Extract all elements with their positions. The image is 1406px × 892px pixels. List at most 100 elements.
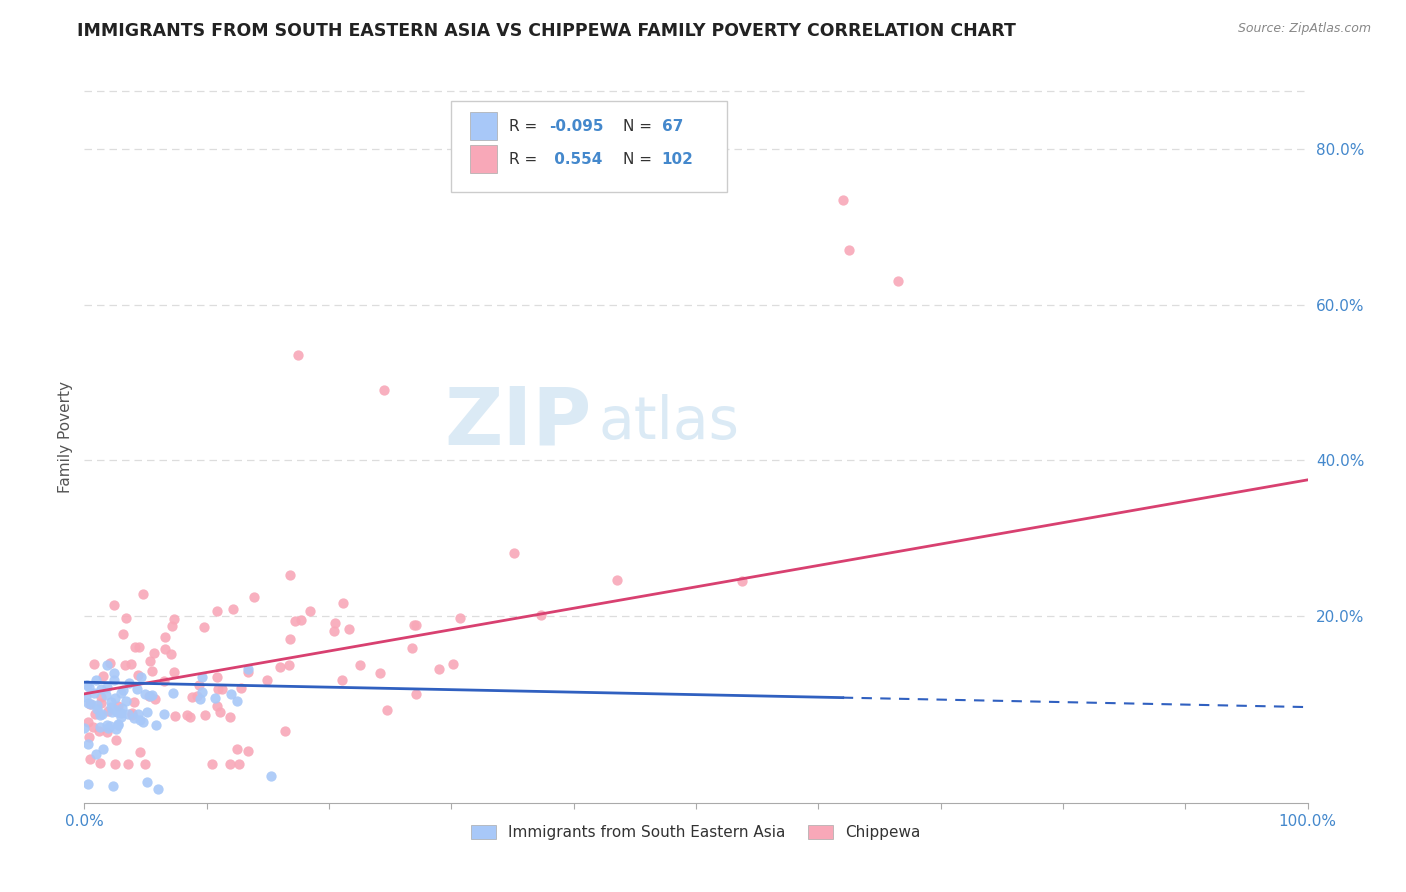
Point xyxy=(115,611,138,625)
Point xyxy=(89,756,111,770)
Text: -0.095: -0.095 xyxy=(550,119,603,134)
Point xyxy=(87,723,110,738)
Point xyxy=(90,681,112,696)
FancyBboxPatch shape xyxy=(451,101,727,192)
Point xyxy=(332,596,354,610)
Point xyxy=(103,598,125,612)
Point xyxy=(80,697,103,711)
Text: N =: N = xyxy=(623,119,657,134)
Point xyxy=(204,691,226,706)
Point xyxy=(83,685,105,699)
Point xyxy=(110,686,132,700)
Y-axis label: Family Poverty: Family Poverty xyxy=(58,381,73,493)
Point xyxy=(165,708,187,723)
Text: Source: ZipAtlas.com: Source: ZipAtlas.com xyxy=(1237,22,1371,36)
Point xyxy=(373,384,395,398)
Text: ZIP: ZIP xyxy=(444,384,592,461)
Point xyxy=(368,666,391,681)
Point xyxy=(98,657,121,671)
Point xyxy=(96,718,118,732)
Point xyxy=(141,664,163,678)
Point xyxy=(730,574,752,589)
Point xyxy=(141,688,163,702)
Point xyxy=(121,708,143,723)
Point xyxy=(114,657,136,672)
Point xyxy=(131,587,153,601)
Point xyxy=(225,742,247,756)
Text: R =: R = xyxy=(509,119,541,134)
Point xyxy=(349,658,371,673)
Point xyxy=(405,687,427,701)
Point xyxy=(337,622,360,636)
Point xyxy=(143,692,166,706)
Point xyxy=(104,691,127,706)
Point xyxy=(194,708,217,723)
Point xyxy=(135,705,157,719)
Text: IMMIGRANTS FROM SOUTH EASTERN ASIA VS CHIPPEWA FAMILY POVERTY CORRELATION CHART: IMMIGRANTS FROM SOUTH EASTERN ASIA VS CH… xyxy=(77,22,1017,40)
Point xyxy=(115,694,138,708)
Point xyxy=(128,640,150,654)
Point xyxy=(124,640,146,654)
Point xyxy=(103,673,125,687)
Point xyxy=(83,657,105,671)
Point xyxy=(79,752,101,766)
Point xyxy=(77,680,100,694)
Point xyxy=(207,670,229,684)
Point xyxy=(77,715,100,730)
Point xyxy=(218,756,240,771)
Point xyxy=(96,680,118,694)
Point xyxy=(105,706,128,720)
Point xyxy=(186,690,208,704)
Point xyxy=(104,756,127,771)
Point xyxy=(91,741,114,756)
Point xyxy=(236,743,259,757)
Point xyxy=(330,673,353,687)
Point xyxy=(97,704,120,718)
Point xyxy=(121,706,143,720)
Point xyxy=(153,641,176,656)
Point xyxy=(134,756,156,771)
Point xyxy=(278,567,301,582)
Point xyxy=(89,720,111,734)
Point xyxy=(73,721,96,735)
Point xyxy=(89,708,111,723)
Point xyxy=(103,702,125,716)
Point xyxy=(75,690,97,704)
Point xyxy=(91,706,114,721)
Point xyxy=(207,604,229,618)
Point xyxy=(299,604,322,618)
Point xyxy=(79,697,101,711)
Point xyxy=(405,618,427,632)
Point xyxy=(159,647,181,661)
Point xyxy=(107,698,129,713)
Point xyxy=(260,770,283,784)
Point xyxy=(86,702,108,716)
Point xyxy=(77,777,100,791)
Point xyxy=(322,624,344,638)
Point xyxy=(606,573,628,587)
Point xyxy=(127,667,149,681)
Point xyxy=(256,673,278,687)
Point xyxy=(211,681,233,696)
Point xyxy=(84,673,107,688)
Point xyxy=(136,775,159,789)
Point xyxy=(831,193,853,207)
Point xyxy=(162,619,184,633)
Legend: Immigrants from South Eastern Asia, Chippewa: Immigrants from South Eastern Asia, Chip… xyxy=(465,819,927,847)
Point xyxy=(163,665,186,679)
Point xyxy=(112,627,135,641)
Point xyxy=(238,665,260,680)
Point xyxy=(231,681,253,695)
Point xyxy=(100,695,122,709)
Point xyxy=(118,675,141,690)
Point xyxy=(127,706,149,721)
Point xyxy=(76,678,98,692)
Point xyxy=(77,696,100,710)
Point xyxy=(129,713,152,727)
Point xyxy=(96,657,118,672)
Point xyxy=(278,632,301,647)
Point xyxy=(153,706,176,721)
Point xyxy=(201,756,224,771)
Point xyxy=(530,608,553,623)
Point xyxy=(190,670,212,684)
